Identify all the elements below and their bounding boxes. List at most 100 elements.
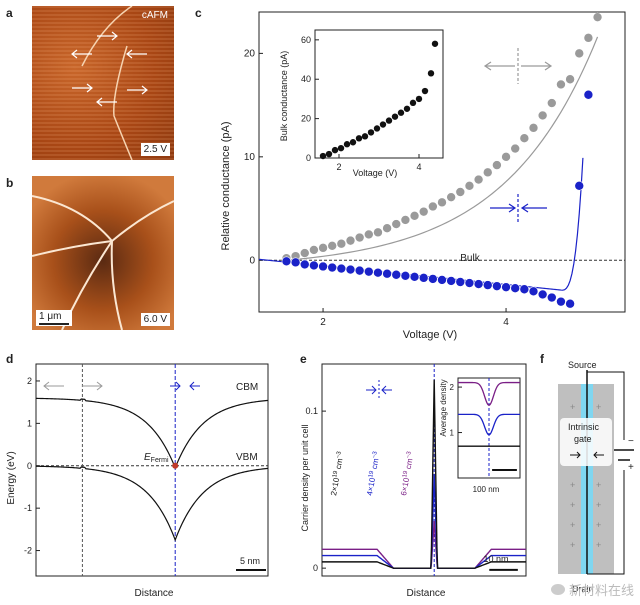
blue-data-point [519,284,530,295]
domain-wall [113,45,133,160]
inset-data-point [361,133,369,140]
blue-data-point [510,283,521,294]
x-tick-label: 2 [320,317,326,328]
blue-data-point [501,282,511,292]
plot-frame [314,29,444,159]
inset-data-point [397,109,405,116]
inset-ylabel: Bulk conductance (pA) [279,51,289,142]
grey-data-point [309,245,319,255]
grey-arrows-icon [43,381,103,391]
inset-data-point [367,129,375,136]
inset-data-point [343,141,351,148]
blue-data-point [382,268,392,279]
inset-data-point [337,144,345,152]
efermi-label: EFermi [144,452,169,464]
chart-c-ylabel: Relative conductance (pA) [220,121,232,250]
inset-data-point [385,117,393,124]
blue-data-point [583,89,594,100]
grey-data-point [409,210,420,221]
grey-data-point [464,180,475,191]
grey-data-point [327,240,337,251]
blue-data-point [546,292,557,303]
plus-label: + [628,462,634,473]
gate-label-2: gate [574,434,592,444]
plot-frame [321,363,527,577]
grey-data-point [418,206,429,217]
gate-label-1: Intrinsic [568,422,600,432]
blue-arrows-icon [366,380,392,400]
afm-b-scale: 1 μm [36,310,72,326]
blue-data-point [281,256,292,267]
blue-data-point [556,296,566,307]
blue-data-point [464,278,475,288]
grey-data-point [391,219,402,229]
inset-data-point [373,125,381,132]
grey-data-point [592,12,603,22]
blue-data-point [574,180,585,191]
grey-data-point [382,223,392,234]
grey-data-point [345,235,356,246]
y-tick-label: -2 [24,546,32,556]
grey-data-point [583,33,594,43]
intrinsic-gate-box [560,418,612,466]
wechat-icon [550,584,565,595]
blue-data-point [309,260,319,271]
inset-data-point [319,152,327,160]
y-tick-label: 0 [249,255,255,266]
svg-text:+: + [596,500,601,510]
y-tick-label: 1 [450,429,455,438]
grey-data-point [446,192,456,202]
panel-label-f: f [540,352,544,366]
grey-data-point [556,79,566,90]
grey-data-point [492,160,502,170]
afm-b-overlay [32,195,174,330]
conc-label-1: 2×1019 cm−3 [329,450,346,496]
x-tick-label: 4 [416,162,421,172]
grey-data-point [528,123,539,133]
blue-data-point [299,259,310,270]
inset-data-point [431,40,439,47]
grey-data-point [373,227,383,238]
afm-image-a: cAFM 2.5 V [32,6,174,160]
y-tick-label: 40 [301,74,311,84]
y-tick-label: 20 [244,48,256,59]
y-tick-label: 2 [450,383,455,392]
chart-e-inset: 12 [450,377,521,479]
blue-data-point [428,274,438,284]
y-tick-label: 1 [27,418,32,428]
avg-density-line [458,413,520,436]
domain-wall [32,195,113,242]
chart-e-main: 00.1 [305,363,527,577]
watermark-text: 新材料在线 [568,583,634,598]
blue-arrows-icon [490,194,547,224]
afm-a-overlay [32,6,174,160]
blue-data-point [336,263,347,274]
chart-e: 00.1 Carrier density per unit cell Dista… [300,363,527,599]
device-schematic-f: + + + + + + + + + + Source Drain Intrinsic ga… [550,360,636,600]
plot-frame [35,363,269,577]
blue-data-point [327,262,337,273]
y-tick-label: 0 [27,461,32,471]
blue-data-point [373,267,383,278]
blue-data-point [400,270,411,281]
grey-data-point [501,152,511,162]
drain-label: Drain [572,584,594,594]
svg-text:+: + [596,520,601,530]
d-scalebar-label: 5 nm [240,556,260,566]
grey-data-point [455,187,466,197]
blue-data-point [473,279,484,289]
grey-data-point [565,74,575,85]
arrow-right-icon [97,31,118,41]
blue-fit-line [258,157,584,291]
y-tick-label: 0.1 [305,406,318,416]
vbm-line [35,465,269,542]
y-tick-label: 60 [301,35,311,45]
svg-text:+: + [570,540,575,550]
blue-arrows-icon [170,381,200,391]
avg-density-line [458,381,520,407]
panel-label-b: b [6,176,14,190]
blue-data-point [482,280,493,290]
panel-label-e: e [300,352,307,366]
domain-wall [81,6,133,67]
